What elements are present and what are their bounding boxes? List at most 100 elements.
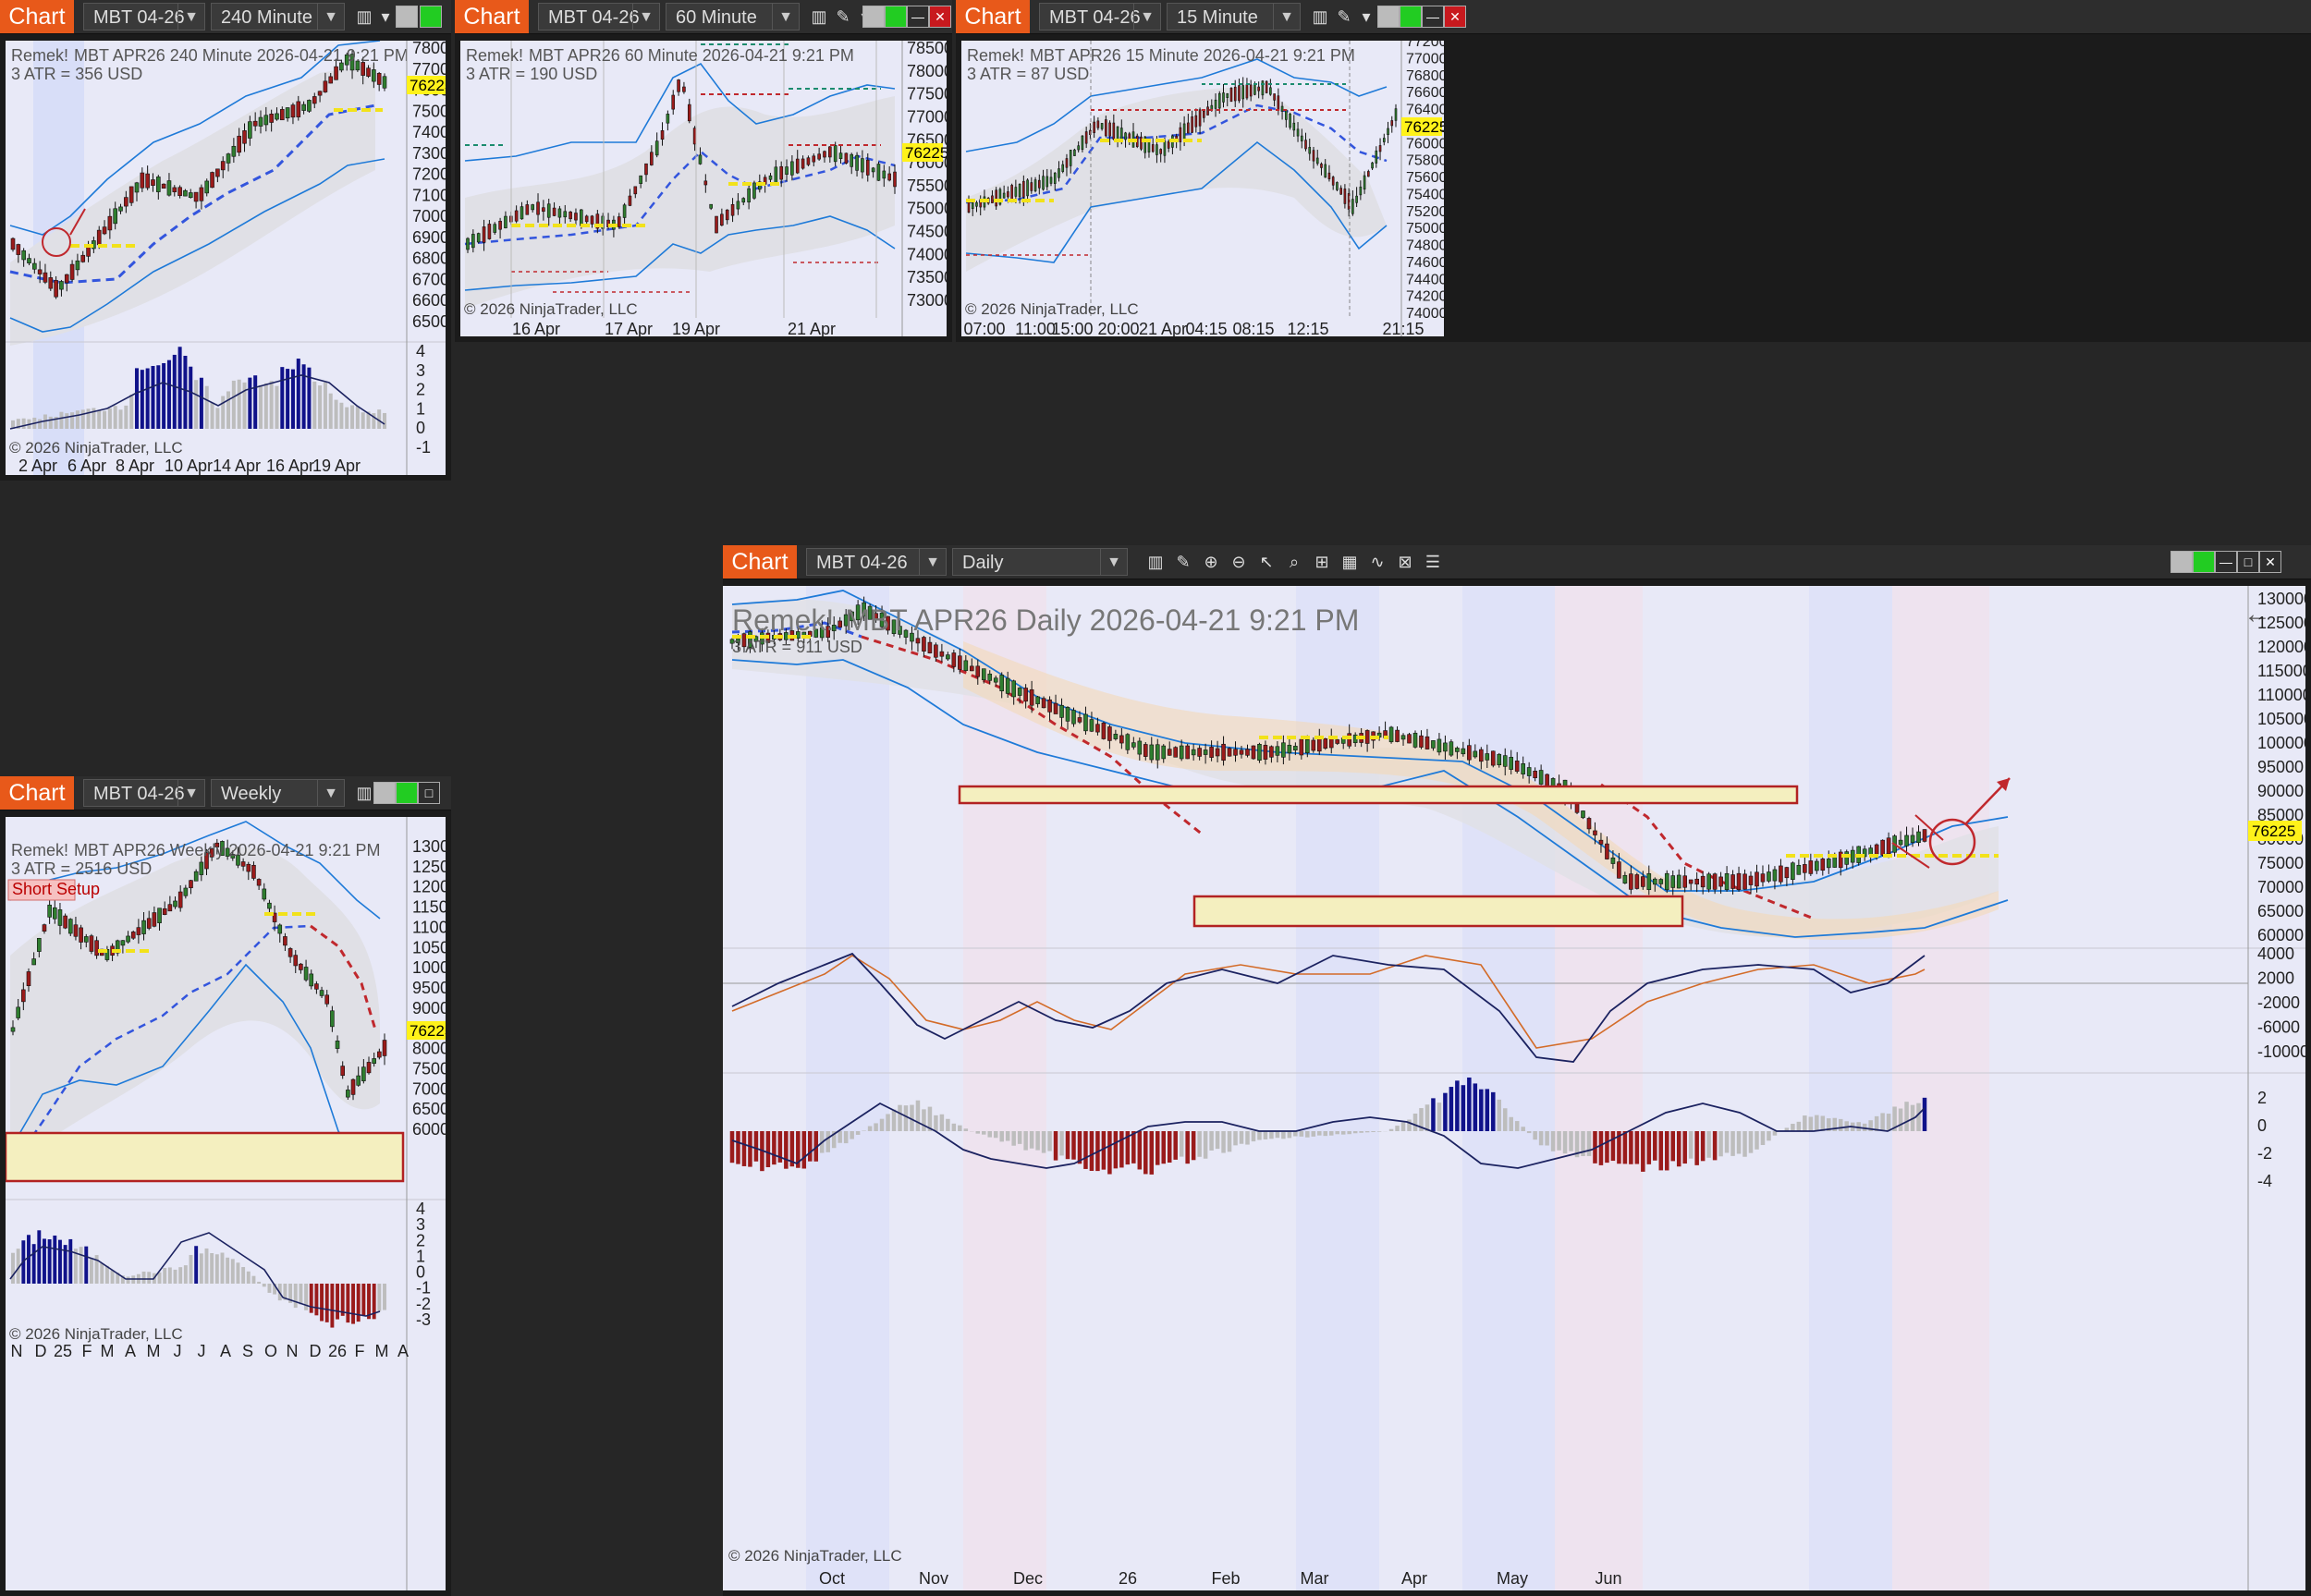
histogram-bar [1760,1131,1766,1145]
minimize-button[interactable]: — [2215,551,2237,573]
indicator-tick: -10000 [2257,1042,2305,1061]
grey-toggle-button[interactable] [373,782,396,804]
candle [946,654,950,660]
chart-tab[interactable]: Chart [0,776,74,810]
candle [1390,120,1394,127]
candle [862,602,866,617]
histogram-bar [1904,1102,1909,1131]
chart-area[interactable]: Remek! MBT APR26 240 Minute 2026-04-21 9:… [6,41,446,475]
indicator-tick: -6000 [2257,1018,2300,1037]
candle [1688,879,1694,884]
chart-tab[interactable]: Chart [0,0,74,33]
candle [1014,187,1018,197]
interval-selector[interactable]: 15 Minute ▼ [1167,3,1301,30]
histogram-bar [116,1273,120,1284]
grey-toggle-button[interactable] [2170,551,2193,573]
minimize-button[interactable]: — [907,6,929,28]
pointer-icon[interactable]: ↖ [1259,553,1274,571]
chart-area[interactable]: Remek! MBT APR26 15 Minute 2026-04-21 9:2… [961,41,1444,336]
close-button[interactable]: ✕ [2259,551,2281,573]
bar-type-icon[interactable]: ▥ [356,784,373,802]
bar-type-icon[interactable]: ▥ [1147,553,1164,571]
link-green-button[interactable] [1400,6,1422,28]
histogram-bar [53,1235,57,1284]
histogram-bar [157,1272,162,1284]
dropdown-arrow-icon[interactable]: ▾ [1362,7,1371,26]
drawing-tool-icon[interactable]: ✎ [1337,7,1351,26]
instrument-selector[interactable]: MBT 04-26 ▼ [538,3,660,30]
bar-type-icon[interactable]: ▥ [811,7,827,26]
zoom-in-icon[interactable]: ⊕ [1204,553,1218,571]
candle [126,935,130,943]
indicator-tick: 2 [416,1231,425,1249]
interval-selector[interactable]: Weekly ▼ [211,779,345,807]
candle [1652,878,1657,885]
histogram-bar [1275,1131,1280,1139]
instrument-selector[interactable]: MBT 04-26 ▼ [1039,3,1161,30]
grey-toggle-button[interactable] [1377,6,1400,28]
minimize-button[interactable]: — [1422,6,1444,28]
link-green-button[interactable] [396,782,418,804]
candle [520,206,524,220]
chart-area[interactable]: Remek! MBT APR26 60 Minute 2026-04-21 9:2… [460,41,947,336]
maximize-button[interactable]: □ [418,782,440,804]
candle [1838,851,1843,869]
chart-area[interactable]: Remek! MBT APR26 Daily 2026-04-21 9:21 PM… [723,586,2305,1590]
chart-tab[interactable]: Chart [723,545,797,579]
candle [356,1075,361,1086]
trend-line [731,621,862,639]
bar-type-icon[interactable]: ▥ [356,7,373,26]
histogram-bar [339,402,344,429]
price-tick: 110000 [412,918,446,936]
candle [16,1006,20,1018]
time-axis: N D 25 F M A M J J A S O N D 26 F M A [11,1342,410,1360]
candle [59,281,64,290]
histogram-bar [1718,1131,1723,1157]
link-green-button[interactable] [420,6,442,28]
histogram-bar [330,1284,335,1328]
link-green-button[interactable] [885,6,907,28]
chart-area[interactable]: Remek! MBT APR26 Weekly 2026-04-21 9:21 P… [6,817,446,1590]
instrument-selector[interactable]: MBT 04-26 ▼ [83,3,205,30]
interval-selector[interactable]: 240 Minute ▼ [211,3,345,30]
chevron-down-icon: ▼ [1133,4,1160,30]
candle [867,605,873,620]
candle [886,615,890,631]
list-icon[interactable]: ☰ [1425,553,1441,571]
chart-tab[interactable]: Chart [455,0,529,33]
candle [542,207,545,213]
drawing-tool-icon[interactable]: ✎ [836,7,850,26]
candle [1449,741,1454,756]
candle [1007,191,1009,198]
close-button[interactable]: ✕ [1444,6,1466,28]
bar-type-icon[interactable]: ▥ [1312,7,1328,26]
grey-toggle-button[interactable] [396,6,418,28]
properties-icon[interactable]: ⊠ [1398,553,1412,571]
grey-toggle-button[interactable] [862,6,885,28]
seasonal-shade [963,586,1046,1590]
histogram-bar [1017,1131,1022,1144]
candle [1285,109,1288,120]
interval-selector[interactable]: 60 Minute ▼ [666,3,800,30]
link-green-button[interactable] [2193,551,2215,573]
drawing-tool-icon[interactable]: ✎ [1176,553,1191,571]
data-box-icon[interactable]: ⌕ [1289,553,1300,571]
histogram-bar [1359,1131,1363,1133]
maximize-button[interactable]: □ [2237,551,2259,573]
interval-selector[interactable]: Daily ▼ [952,548,1128,576]
candle [660,130,665,140]
templates-icon[interactable]: ⊞ [1314,553,1329,571]
indicators-icon[interactable]: ∿ [1370,553,1385,571]
dropdown-arrow-icon[interactable]: ▾ [381,7,390,26]
candle [1217,92,1221,109]
candle [1586,818,1592,830]
indicator-tick: 4 [416,342,425,360]
zoom-out-icon[interactable]: ⊖ [1231,553,1246,571]
strategies-icon[interactable]: ▦ [1341,553,1358,571]
candle [1598,839,1604,845]
chart-tab[interactable]: Chart [956,0,1030,33]
chart-window-weekly: Chart MBT 04-26 ▼ Weekly ▼ ▥ □ Remek! MBT A… [0,776,451,1596]
instrument-selector[interactable]: MBT 04-26 ▼ [806,548,947,576]
instrument-selector[interactable]: MBT 04-26 ▼ [83,779,205,807]
close-button[interactable]: ✕ [929,6,951,28]
